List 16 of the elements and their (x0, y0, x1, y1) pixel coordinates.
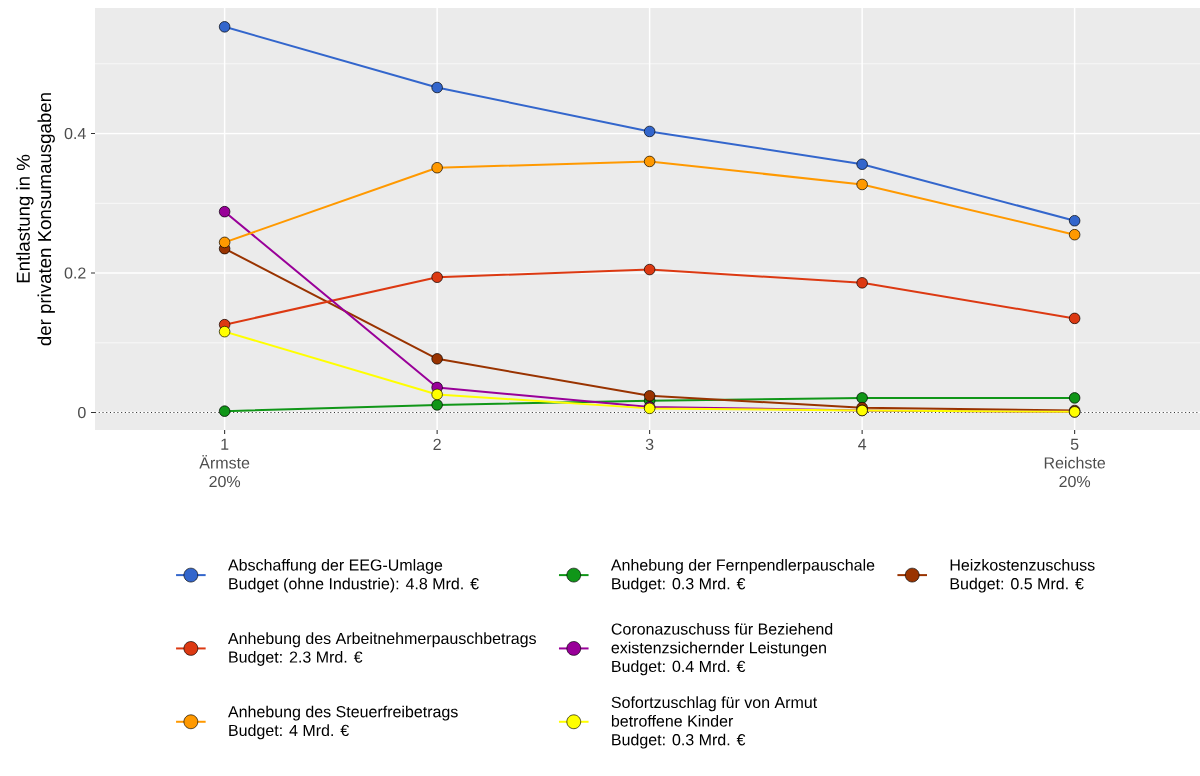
y-tick-label: 0.4 (64, 127, 86, 140)
y-tick-label: 0.2 (64, 267, 86, 279)
legend-label: Abschaffung der EEG-Umlage Budget (ohne Industrie): 4.8 Mrd. € (228, 558, 479, 593)
x-tick-label: 3 (645, 438, 654, 451)
legend-label: Coronazuschuss für Beziehend existenzsichernder Leistungen Budget: 0.4 Mrd. € (611, 622, 833, 676)
legend-label: Heizkostenzuschuss Budget: 0.5 Mrd. € (950, 558, 1095, 593)
x-tick-label: 2 (433, 438, 441, 450)
legend-label: Anhebung der Fernpendlerpauschale Budget: 0.3 Mrd. € (610, 558, 875, 593)
legend-label: Anhebung des Arbeitnehmerpauschbetrags Budget: 2.3 Mrd. € (228, 632, 536, 666)
x-tick-label: 1 Ärmste 20% (199, 438, 250, 488)
legend-label: Anhebung des Steuerfreibetrags Budget: 4 Mrd. € (228, 705, 458, 740)
y-tick-label: 0 (78, 406, 86, 419)
legend-label: Sofortzuschlag für von Armut betroffene Kinder Budget: 0.3 Mrd. € (611, 696, 818, 749)
x-tick-label: 5 Reichste 20% (1044, 438, 1106, 488)
x-tick-label: 4 (858, 438, 867, 450)
y-axis-title: Entlastung in % der privaten Konsumausgaben (16, 93, 55, 346)
